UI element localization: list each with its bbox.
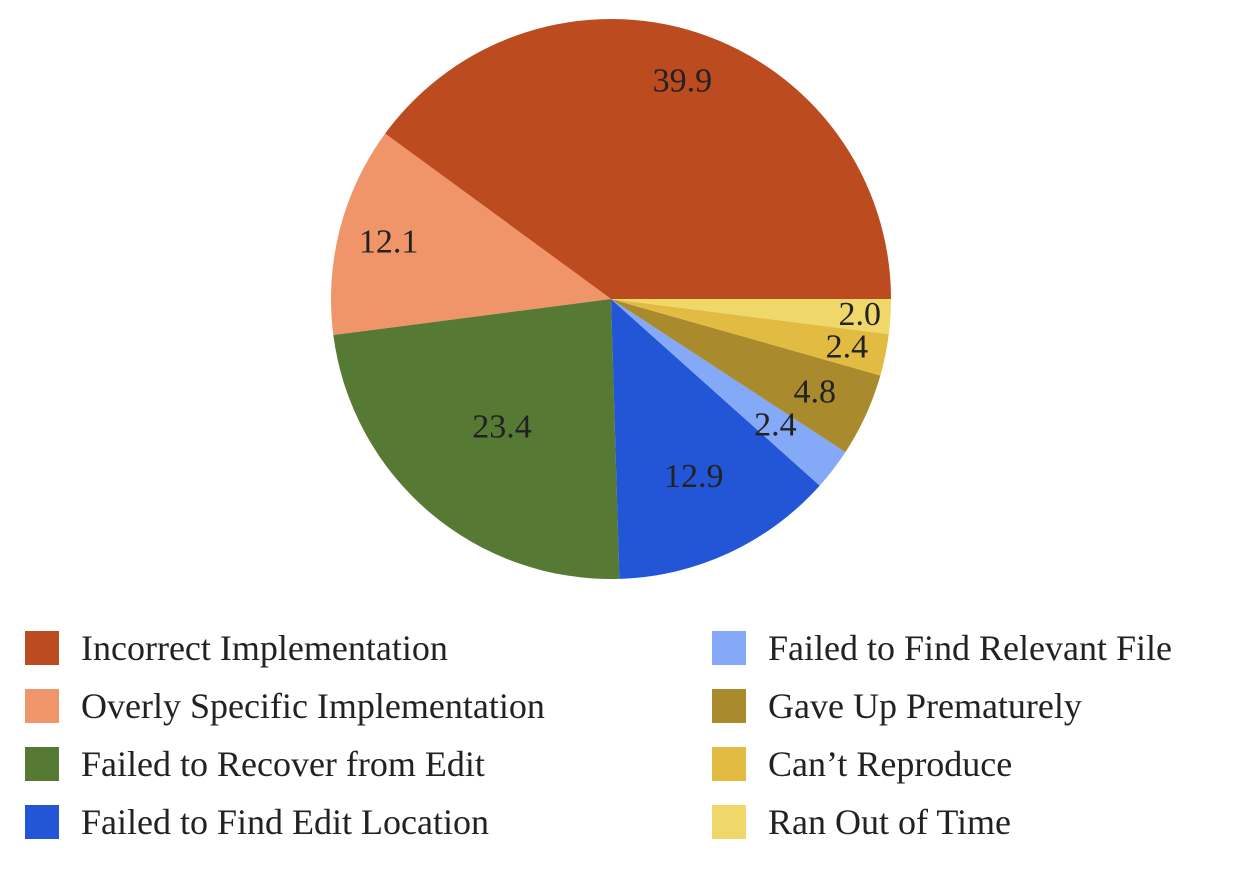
legend-item: Failed to Find Edit Location	[25, 802, 489, 842]
pie-data-label: 2.4	[826, 329, 869, 366]
legend-item: Incorrect Implementation	[25, 628, 448, 668]
pie-slice	[385, 19, 891, 299]
legend-item: Overly Specific Implementation	[25, 686, 545, 726]
legend-swatch	[712, 747, 746, 781]
legend-item: Failed to Find Relevant File	[712, 628, 1172, 668]
pie-data-labels: 39.912.123.412.92.44.82.42.0	[359, 62, 881, 495]
pie-data-label: 12.1	[359, 223, 419, 260]
pie-slice	[611, 299, 820, 579]
legend-label: Can’t Reproduce	[768, 744, 1013, 784]
pie-slice	[330, 133, 611, 335]
pie-slice	[611, 299, 846, 486]
pie-slice	[611, 299, 891, 335]
legend-swatch	[25, 747, 59, 781]
legend-swatch	[712, 631, 746, 665]
pie-slice	[611, 299, 889, 376]
legend-label: Failed to Recover from Edit	[81, 744, 485, 784]
legend-label: Ran Out of Time	[768, 802, 1012, 842]
pie-slice	[611, 299, 881, 453]
legend-label: Gave Up Prematurely	[768, 686, 1082, 726]
legend-label: Overly Specific Implementation	[81, 686, 545, 726]
pie-slice	[333, 299, 620, 580]
legend: Incorrect Implementation Overly Specific…	[0, 628, 1250, 868]
legend-label: Incorrect Implementation	[81, 628, 448, 668]
pie-data-label: 12.9	[664, 458, 724, 495]
legend-swatch	[712, 805, 746, 839]
legend-item: Gave Up Prematurely	[712, 686, 1082, 726]
pie-data-label: 39.9	[653, 62, 713, 99]
legend-label: Failed to Find Edit Location	[81, 802, 489, 842]
legend-item: Can’t Reproduce	[712, 744, 1012, 784]
pie-data-label: 2.4	[754, 407, 797, 444]
legend-swatch	[25, 689, 59, 723]
pie-data-label: 2.0	[838, 296, 881, 333]
legend-item: Ran Out of Time	[712, 802, 1011, 842]
legend-swatch	[25, 631, 59, 665]
pie-slices	[330, 19, 891, 580]
legend-label: Failed to Find Relevant File	[768, 628, 1172, 668]
legend-swatch	[712, 689, 746, 723]
pie-data-label: 23.4	[472, 408, 532, 445]
pie-chart: 39.912.123.412.92.44.82.42.0	[330, 19, 891, 580]
pie-data-label: 4.8	[794, 373, 837, 410]
legend-item: Failed to Recover from Edit	[25, 744, 485, 784]
legend-swatch	[25, 805, 59, 839]
